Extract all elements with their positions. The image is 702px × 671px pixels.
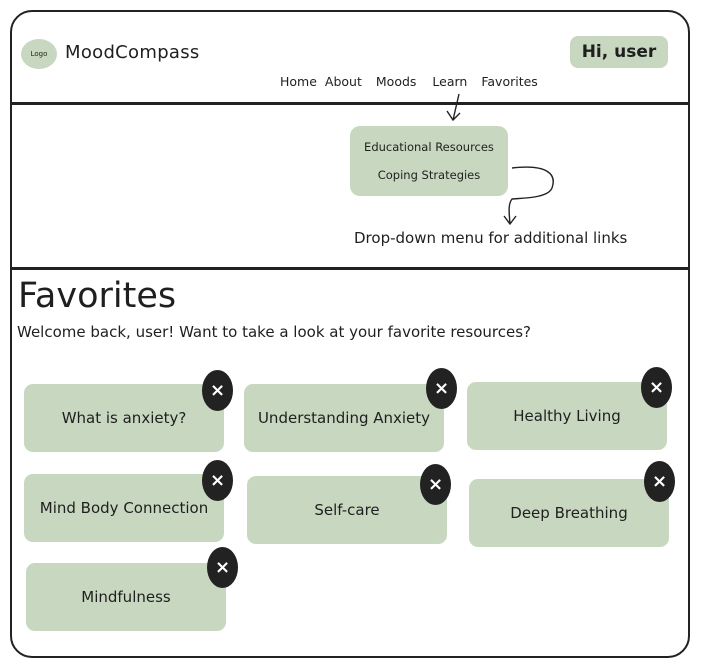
favorite-card-healthy-living[interactable]: Healthy Living [467, 382, 667, 450]
remove-favorite-button[interactable]: × [420, 464, 451, 505]
arrow-to-annotation [503, 166, 554, 226]
remove-favorite-button[interactable]: × [202, 460, 233, 501]
remove-favorite-button[interactable]: × [644, 461, 675, 502]
remove-favorite-button[interactable]: × [202, 370, 233, 411]
section-divider [12, 267, 688, 270]
logo[interactable]: Logo [21, 39, 57, 69]
favorite-card-self-care[interactable]: Self-care [247, 476, 447, 544]
favorite-card-label: Mindfulness [81, 588, 171, 606]
nav-home[interactable]: Home [280, 74, 317, 89]
dropdown-annotation: Drop-down menu for additional links [354, 229, 628, 247]
learn-dropdown-menu: Educational Resources Coping Strategies [350, 126, 508, 196]
favorite-card-label: Self-care [314, 501, 380, 519]
remove-favorite-button[interactable]: × [426, 368, 457, 409]
header-divider [12, 102, 688, 105]
user-menu-button[interactable]: Hi, user [570, 36, 668, 68]
dropdown-item-educational-resources[interactable]: Educational Resources [364, 140, 494, 154]
dropdown-item-coping-strategies[interactable]: Coping Strategies [377, 168, 481, 182]
favorite-card-mindfulness[interactable]: Mindfulness [26, 563, 226, 631]
welcome-message: Welcome back, user! Want to take a look … [17, 323, 531, 341]
favorite-card-understanding-anxiety[interactable]: Understanding Anxiety [244, 384, 444, 452]
nav-learn[interactable]: Learn [432, 74, 468, 89]
favorite-card-label: Mind Body Connection [39, 499, 209, 517]
arrow-to-dropdown [446, 93, 461, 122]
favorite-card-label: Healthy Living [513, 407, 621, 425]
favorite-card-label: Deep Breathing [510, 504, 628, 522]
nav-favorites[interactable]: Favorites [481, 74, 538, 89]
remove-favorite-button[interactable]: × [207, 547, 238, 588]
favorite-card-label: Understanding Anxiety [257, 409, 431, 427]
app-frame: Logo MoodCompass Hi, user Home About Moo… [10, 10, 690, 658]
app-name[interactable]: MoodCompass [65, 42, 200, 63]
remove-favorite-button[interactable]: × [641, 367, 672, 408]
favorite-card-deep-breathing[interactable]: Deep Breathing [469, 479, 669, 547]
favorite-card-what-is-anxiety[interactable]: What is anxiety? [24, 384, 224, 452]
main-nav: Home About Moods Learn Favorites [280, 74, 538, 89]
favorite-card-label: What is anxiety? [61, 409, 187, 427]
page-title: Favorites [18, 276, 177, 316]
nav-about[interactable]: About [324, 74, 362, 89]
nav-moods[interactable]: Moods [375, 74, 417, 89]
logo-text: Logo [30, 50, 48, 58]
favorite-card-mind-body-connection[interactable]: Mind Body Connection [24, 474, 224, 542]
